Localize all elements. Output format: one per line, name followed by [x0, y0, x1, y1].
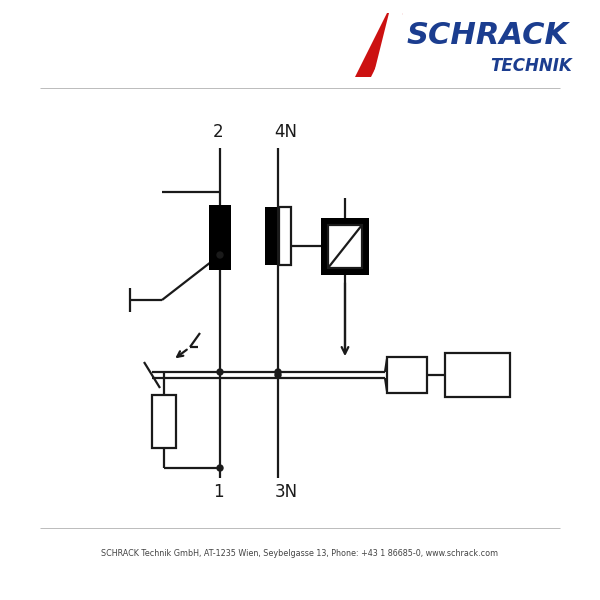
Bar: [265, 207, 277, 265]
Bar: [209, 205, 231, 270]
Circle shape: [217, 252, 223, 258]
Polygon shape: [373, 13, 403, 77]
Circle shape: [275, 369, 281, 375]
Text: 4N: 4N: [275, 123, 298, 141]
Circle shape: [217, 465, 223, 471]
Text: 3N: 3N: [274, 483, 298, 501]
Bar: [279, 207, 291, 265]
Circle shape: [217, 369, 223, 375]
Bar: [321, 218, 369, 275]
Bar: [445, 353, 510, 397]
Polygon shape: [355, 13, 403, 77]
Text: 1: 1: [212, 483, 223, 501]
Circle shape: [275, 372, 281, 378]
Bar: [350, 3, 577, 87]
Bar: [387, 357, 427, 393]
Bar: [328, 225, 362, 268]
Text: TECHNIK: TECHNIK: [490, 57, 572, 75]
Text: SCHRACK Technik GmbH, AT-1235 Wien, Seybelgasse 13, Phone: +43 1 86685-0, www.sc: SCHRACK Technik GmbH, AT-1235 Wien, Seyb…: [101, 548, 499, 557]
Bar: [152, 395, 176, 448]
Text: SCHRACK: SCHRACK: [407, 22, 569, 50]
Text: 2: 2: [212, 123, 223, 141]
Text: H: H: [470, 365, 485, 385]
